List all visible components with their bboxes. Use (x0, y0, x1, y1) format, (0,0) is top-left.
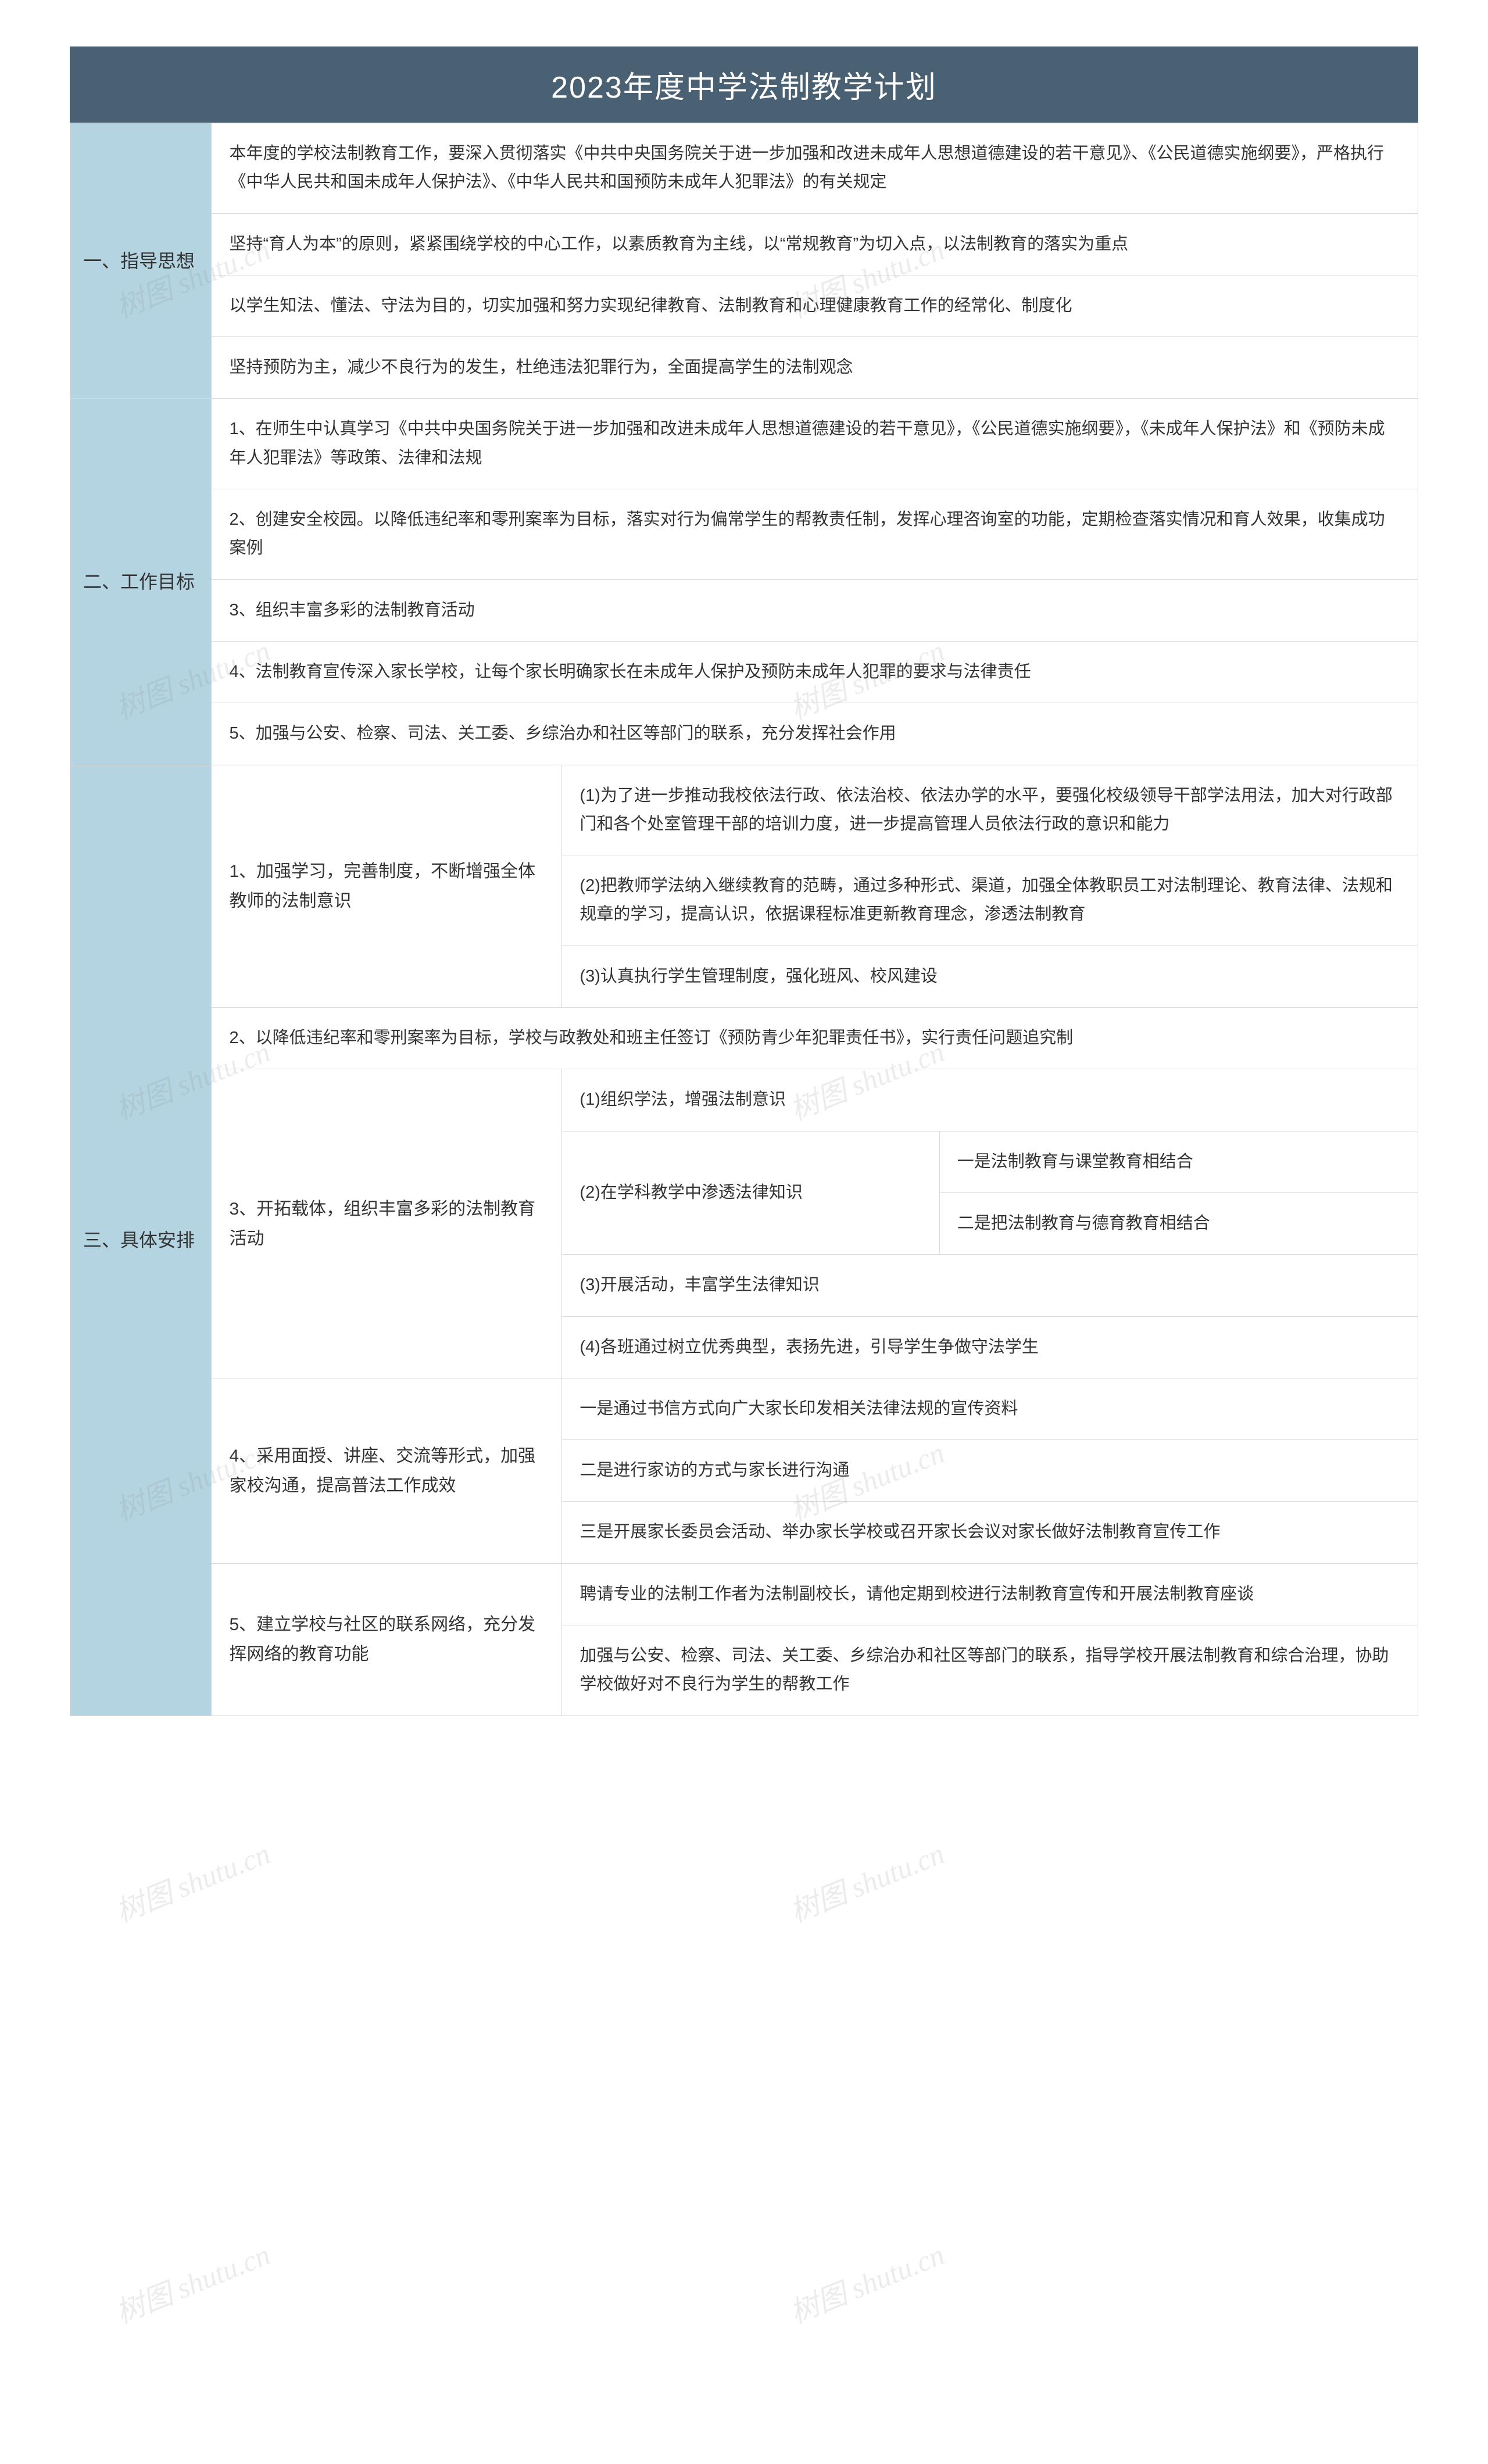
table-row: 坚持预防为主，减少不良行为的发生，杜绝违法犯罪行为，全面提高学生的法制观念 (70, 337, 1418, 399)
section3-item3-child4: (4)各班通过树立优秀典型，表扬先进，引导学生争做守法学生 (562, 1316, 1418, 1378)
table-row: 坚持“育人为本”的原则，紧紧围绕学校的中心工作，以素质教育为主线，以“常规教育”… (70, 213, 1418, 275)
table-row: 二、工作目标 1、在师生中认真学习《中共中央国务院关于进一步加强和改进未成年人思… (70, 399, 1418, 489)
section3-item3-child3: (3)开展活动，丰富学生法律知识 (562, 1255, 1418, 1316)
table-row: 2、创建安全校园。以降低违纪率和零刑案率为目标，落实对行为偏常学生的帮教责任制，… (70, 489, 1418, 580)
section3-item4-label: 4、采用面授、讲座、交流等形式，加强家校沟通，提高普法工作成效 (212, 1378, 562, 1563)
section3-item1-child3: (3)认真执行学生管理制度，强化班风、校风建设 (562, 946, 1418, 1007)
section1-item-2: 坚持“育人为本”的原则，紧紧围绕学校的中心工作，以素质教育为主线，以“常规教育”… (212, 213, 1418, 275)
table-row: 一、指导思想 本年度的学校法制教育工作，要深入贯彻落实《中共中央国务院关于进一步… (70, 123, 1418, 214)
watermark-text: 树图 shutu.cn (109, 1831, 276, 1931)
section3-item4-child2: 二是进行家访的方式与家长进行沟通 (562, 1440, 1418, 1502)
table-row: 3、开拓载体，组织丰富多彩的法制教育活动 (1)组织学法，增强法制意识 (70, 1069, 1418, 1131)
section3-item1-label: 1、加强学习，完善制度，不断增强全体教师的法制意识 (212, 765, 562, 1007)
title-bar: 2023年度中学法制教学计划 (70, 46, 1418, 123)
watermark-text: 树图 shutu.cn (783, 1831, 950, 1931)
section3-item2-label: 2、以降低违纪率和零刑案率为目标，学校与政教处和班主任签订《预防青少年犯罪责任书… (212, 1008, 1418, 1069)
section3-item1-child2: (2)把教师学法纳入继续教育的范畴，通过多种形式、渠道，加强全体教职员工对法制理… (562, 855, 1418, 946)
section2-item-4: 4、法制教育宣传深入家长学校，让每个家长明确家长在未成年人保护及预防未成年人犯罪… (212, 641, 1418, 703)
section3-item3-label: 3、开拓载体，组织丰富多彩的法制教育活动 (212, 1069, 562, 1378)
table-row: 5、建立学校与社区的联系网络，充分发挥网络的教育功能 聘请专业的法制工作者为法制… (70, 1563, 1418, 1625)
table-row: 4、法制教育宣传深入家长学校，让每个家长明确家长在未成年人保护及预防未成年人犯罪… (70, 641, 1418, 703)
section3-item4-child3: 三是开展家长委员会活动、举办家长学校或召开家长会议对家长做好法制教育宣传工作 (562, 1502, 1418, 1563)
section3-item5-child1: 聘请专业的法制工作者为法制副校长，请他定期到校进行法制教育宣传和开展法制教育座谈 (562, 1563, 1418, 1625)
section-head-3: 三、具体安排 (70, 765, 212, 1716)
section-head-2: 二、工作目标 (70, 399, 212, 765)
section3-item1-child1: (1)为了进一步推动我校依法行政、依法治校、依法办学的水平，要强化校级领导干部学… (562, 765, 1418, 855)
table-row: 3、组织丰富多彩的法制教育活动 (70, 579, 1418, 641)
section2-item-2: 2、创建安全校园。以降低违纪率和零刑案率为目标，落实对行为偏常学生的帮教责任制，… (212, 489, 1418, 580)
title-text: 2023年度中学法制教学计划 (551, 71, 937, 105)
section-head-1: 一、指导思想 (70, 123, 212, 399)
section3-item3-child2-sub1: 一是法制教育与课堂教育相结合 (939, 1131, 1418, 1192)
section3-item3-child1: (1)组织学法，增强法制意识 (562, 1069, 1418, 1131)
section1-item-3: 以学生知法、懂法、守法为目的，切实加强和努力实现纪律教育、法制教育和心理健康教育… (212, 275, 1418, 336)
table-row: 以学生知法、懂法、守法为目的，切实加强和努力实现纪律教育、法制教育和心理健康教育… (70, 275, 1418, 336)
section3-item5-label: 5、建立学校与社区的联系网络，充分发挥网络的教育功能 (212, 1563, 562, 1716)
table-row: 2、以降低违纪率和零刑案率为目标，学校与政教处和班主任签订《预防青少年犯罪责任书… (70, 1008, 1418, 1069)
plan-tree-table: 一、指导思想 本年度的学校法制教育工作，要深入贯彻落实《中共中央国务院关于进一步… (70, 123, 1418, 1716)
section2-item-5: 5、加强与公安、检察、司法、关工委、乡综治办和社区等部门的联系，充分发挥社会作用 (212, 703, 1418, 765)
section1-item-4: 坚持预防为主，减少不良行为的发生，杜绝违法犯罪行为，全面提高学生的法制观念 (212, 337, 1418, 399)
table-row: 4、采用面授、讲座、交流等形式，加强家校沟通，提高普法工作成效 一是通过书信方式… (70, 1378, 1418, 1439)
section2-item-1: 1、在师生中认真学习《中共中央国务院关于进一步加强和改进未成年人思想道德建设的若… (212, 399, 1418, 489)
section3-item3-child2-sub2: 二是把法制教育与德育教育相结合 (939, 1192, 1418, 1254)
section3-item4-child1: 一是通过书信方式向广大家长印发相关法律法规的宣传资料 (562, 1378, 1418, 1439)
table-row: 三、具体安排 1、加强学习，完善制度，不断增强全体教师的法制意识 (1)为了进一… (70, 765, 1418, 855)
watermark-text: 树图 shutu.cn (783, 2232, 950, 2332)
section3-item3-child2: (2)在学科教学中渗透法律知识 (562, 1131, 939, 1255)
section1-item-1: 本年度的学校法制教育工作，要深入贯彻落实《中共中央国务院关于进一步加强和改进未成… (212, 123, 1418, 214)
section3-item5-child2: 加强与公安、检察、司法、关工委、乡综治办和社区等部门的联系，指导学校开展法制教育… (562, 1625, 1418, 1716)
document-container: 2023年度中学法制教学计划 一、指导思想 本年度的学校法制教育工作，要深入贯彻… (70, 46, 1418, 1716)
section2-item-3: 3、组织丰富多彩的法制教育活动 (212, 579, 1418, 641)
watermark-text: 树图 shutu.cn (109, 2232, 276, 2332)
table-row: 5、加强与公安、检察、司法、关工委、乡综治办和社区等部门的联系，充分发挥社会作用 (70, 703, 1418, 765)
